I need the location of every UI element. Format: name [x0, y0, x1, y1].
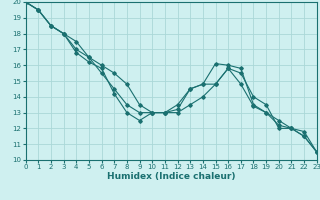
X-axis label: Humidex (Indice chaleur): Humidex (Indice chaleur)	[107, 172, 236, 181]
